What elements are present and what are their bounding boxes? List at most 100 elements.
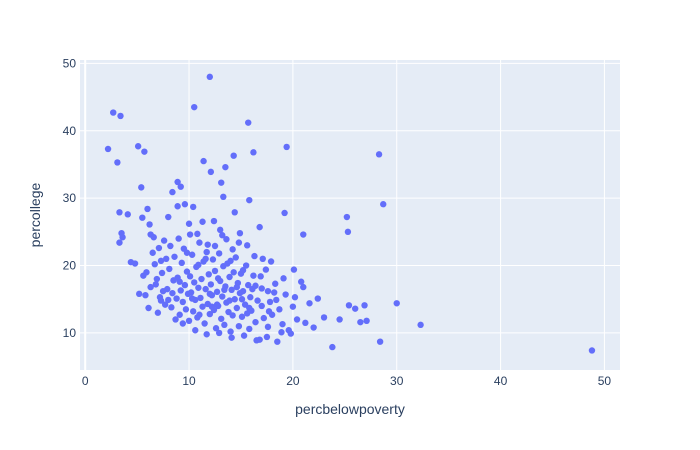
data-point bbox=[267, 258, 275, 265]
data-point bbox=[229, 312, 236, 319]
data-point bbox=[233, 304, 241, 312]
data-point bbox=[203, 248, 210, 256]
data-point bbox=[213, 301, 221, 308]
data-point bbox=[200, 157, 207, 165]
data-point bbox=[147, 283, 154, 291]
data-point bbox=[139, 214, 146, 221]
data-point bbox=[588, 347, 596, 354]
data-point bbox=[162, 255, 170, 262]
data-point bbox=[272, 280, 279, 287]
data-point bbox=[185, 220, 193, 227]
data-point bbox=[291, 294, 299, 301]
data-point bbox=[238, 296, 246, 303]
data-point bbox=[172, 316, 179, 323]
data-point bbox=[226, 273, 233, 281]
data-point bbox=[417, 321, 424, 329]
data-point bbox=[187, 289, 195, 296]
data-point bbox=[361, 302, 368, 309]
data-point bbox=[310, 324, 317, 331]
data-point bbox=[336, 316, 343, 323]
data-point bbox=[257, 273, 264, 280]
data-point bbox=[213, 288, 221, 296]
data-point bbox=[240, 332, 248, 339]
data-point bbox=[209, 256, 217, 263]
data-point bbox=[250, 149, 257, 156]
data-point bbox=[145, 304, 152, 312]
data-point bbox=[207, 168, 215, 176]
data-point bbox=[264, 323, 272, 331]
data-point bbox=[278, 329, 285, 336]
data-point bbox=[204, 241, 211, 248]
data-point bbox=[169, 289, 176, 297]
data-point bbox=[279, 320, 286, 328]
data-point bbox=[143, 269, 150, 276]
data-point bbox=[104, 145, 112, 153]
data-point bbox=[188, 251, 196, 258]
data-point bbox=[273, 296, 280, 304]
data-point bbox=[343, 213, 351, 221]
data-point bbox=[221, 286, 228, 293]
data-point bbox=[287, 330, 295, 337]
data-point bbox=[246, 325, 253, 333]
data-point bbox=[119, 234, 126, 241]
data-point bbox=[110, 109, 117, 116]
data-point bbox=[199, 218, 206, 225]
data-point bbox=[265, 308, 273, 315]
data-point bbox=[203, 331, 210, 338]
data-point bbox=[247, 294, 254, 301]
data-point bbox=[183, 249, 191, 256]
data-point bbox=[252, 318, 259, 326]
data-point bbox=[274, 338, 281, 345]
data-point bbox=[177, 183, 184, 190]
data-point bbox=[165, 296, 172, 304]
data-point bbox=[160, 237, 168, 244]
data-point bbox=[230, 152, 237, 159]
data-point bbox=[300, 231, 307, 238]
data-point bbox=[314, 295, 322, 302]
y-tick-label: 40 bbox=[63, 124, 77, 138]
data-point bbox=[219, 232, 226, 239]
data-point bbox=[281, 209, 288, 217]
data-point bbox=[155, 244, 163, 252]
data-point bbox=[242, 262, 250, 269]
data-point bbox=[116, 209, 123, 216]
data-point bbox=[202, 255, 209, 262]
data-point bbox=[357, 318, 364, 326]
data-point bbox=[238, 313, 246, 320]
data-point bbox=[211, 267, 219, 275]
data-point bbox=[380, 201, 387, 208]
data-point bbox=[199, 303, 206, 310]
data-point bbox=[175, 235, 182, 242]
data-point bbox=[185, 317, 193, 324]
x-tick-label: 0 bbox=[82, 374, 89, 388]
data-point bbox=[195, 284, 202, 291]
data-point bbox=[256, 223, 263, 231]
data-point bbox=[114, 159, 121, 166]
data-point bbox=[192, 327, 199, 334]
data-point bbox=[179, 298, 187, 306]
data-point bbox=[258, 285, 265, 292]
data-point bbox=[210, 217, 218, 225]
data-point bbox=[231, 209, 238, 216]
data-point bbox=[117, 112, 124, 120]
data-point bbox=[297, 278, 305, 285]
data-point bbox=[227, 328, 234, 335]
data-point bbox=[191, 279, 198, 286]
data-point bbox=[186, 231, 194, 238]
data-point bbox=[243, 242, 251, 249]
y-tick-label: 50 bbox=[63, 56, 77, 70]
data-point bbox=[375, 151, 383, 158]
data-point bbox=[167, 242, 174, 250]
data-point bbox=[306, 300, 313, 307]
data-point bbox=[206, 290, 214, 298]
data-point bbox=[215, 250, 223, 257]
data-point bbox=[206, 73, 214, 81]
data-point bbox=[183, 268, 191, 275]
data-point bbox=[197, 294, 204, 302]
data-point bbox=[245, 119, 252, 126]
data-point bbox=[393, 300, 400, 307]
data-point bbox=[282, 291, 289, 298]
data-point bbox=[174, 203, 181, 210]
